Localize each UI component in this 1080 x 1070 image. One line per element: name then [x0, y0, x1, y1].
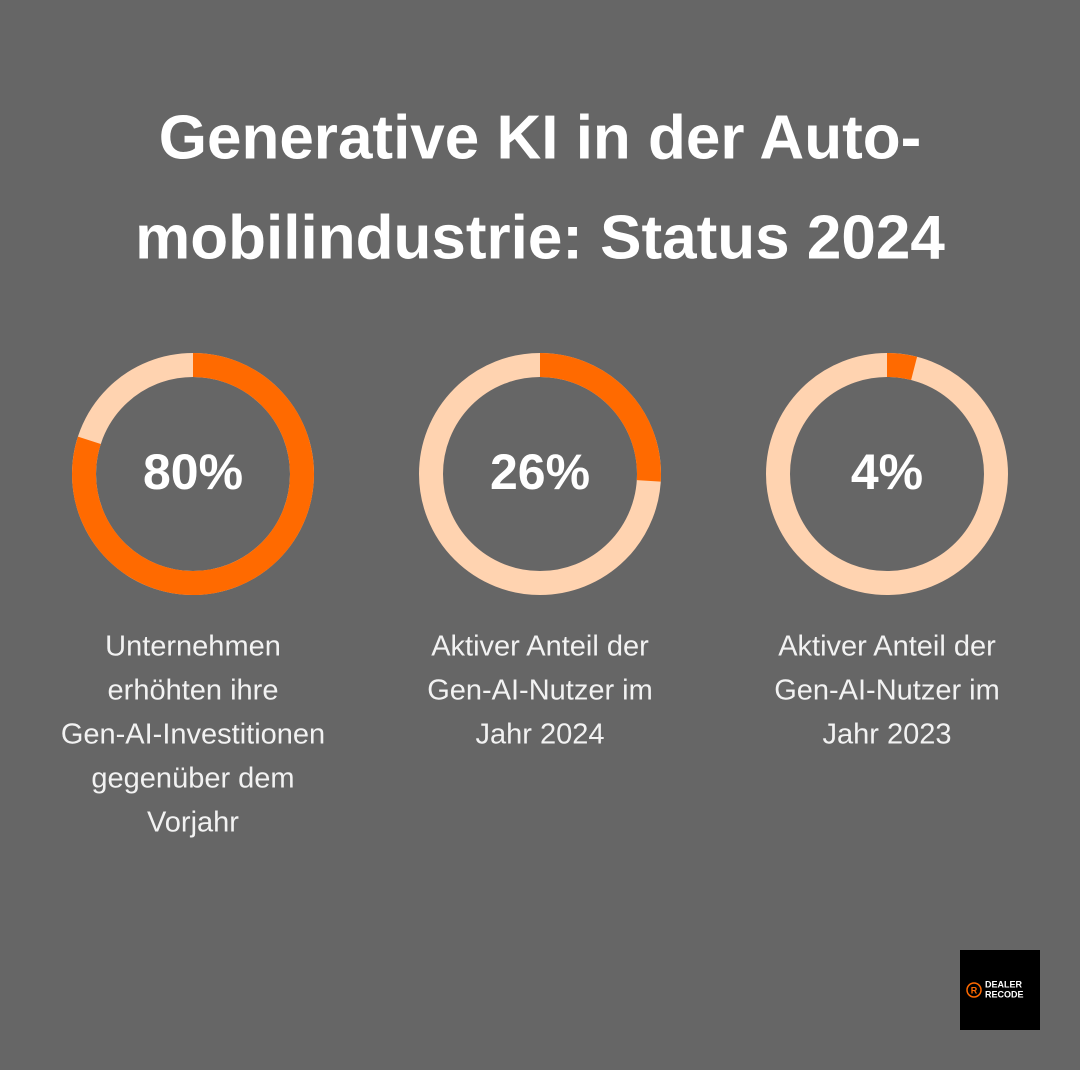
- logo-box: [960, 950, 1040, 1030]
- donut-arc: [539, 353, 661, 482]
- title-line: Generative KI in der Auto-: [159, 103, 922, 172]
- description-line: Gen-AI-Nutzer im: [774, 675, 1000, 707]
- donut-arc: [886, 353, 918, 381]
- title-line: mobilindustrie: Status 2024: [135, 203, 945, 272]
- description-line: Jahr 2023: [823, 719, 952, 751]
- description-line: erhöhten ihre: [108, 675, 279, 707]
- description-line: Jahr 2024: [476, 719, 605, 751]
- logo-text: DEALER: [985, 979, 1023, 989]
- description-line: Unternehmen: [105, 631, 281, 663]
- logo-text: RECODE: [985, 989, 1024, 999]
- description-line: gegenüber dem: [91, 763, 294, 795]
- donut-value-label: 80%: [143, 444, 243, 500]
- description-line: Gen-AI-Nutzer im: [427, 675, 653, 707]
- description-line: Gen-AI-Investitionen: [61, 719, 325, 751]
- description-line: Vorjahr: [147, 807, 239, 839]
- description-line: Aktiver Anteil der: [431, 631, 649, 663]
- logo-mark: R: [971, 985, 978, 995]
- logo-ring: [966, 982, 982, 998]
- description-line: Aktiver Anteil der: [778, 631, 996, 663]
- donut-arc: [72, 353, 314, 595]
- donut-value-label: 4%: [851, 444, 923, 500]
- donut-value-label: 26%: [490, 444, 590, 500]
